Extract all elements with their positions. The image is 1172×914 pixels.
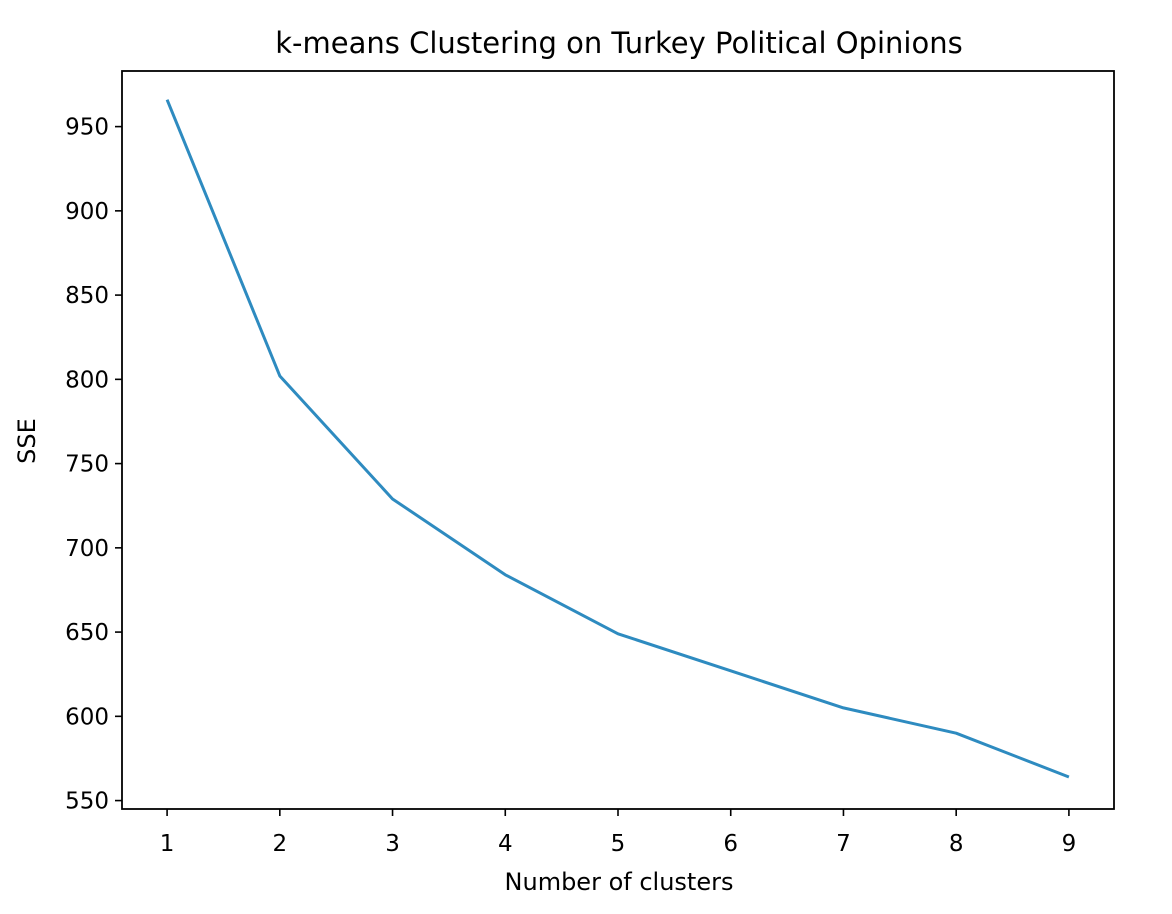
y-tick-label: 900 <box>65 199 109 225</box>
plot-frame <box>121 70 1115 810</box>
x-axis-label: Number of clusters <box>505 868 734 896</box>
y-tick-label: 700 <box>65 536 109 562</box>
x-tick-label: 5 <box>611 831 626 857</box>
x-tick-label: 9 <box>1062 831 1077 857</box>
y-tick-label: 650 <box>65 620 109 646</box>
x-tick-label: 8 <box>949 831 964 857</box>
sse-series-line <box>165 99 1070 779</box>
y-tick-label: 800 <box>65 367 109 393</box>
y-tick-label: 550 <box>65 789 109 815</box>
x-tick-label: 4 <box>498 831 513 857</box>
x-tick-label: 1 <box>160 831 175 857</box>
y-tick-label: 950 <box>65 115 109 141</box>
y-axis-ticks: 550 600 650 700 750 800 850 900 950 <box>65 115 122 815</box>
y-axis-label: SSE <box>13 418 41 464</box>
x-tick-label: 3 <box>385 831 400 857</box>
y-tick-label: 850 <box>65 283 109 309</box>
x-axis-ticks: 1 2 3 4 5 6 7 8 9 <box>160 809 1076 857</box>
y-tick-label: 750 <box>65 452 109 478</box>
x-tick-label: 7 <box>836 831 851 857</box>
y-tick-label: 600 <box>65 704 109 730</box>
chart-title: k-means Clustering on Turkey Political O… <box>275 26 962 60</box>
x-tick-label: 2 <box>272 831 287 857</box>
x-tick-label: 6 <box>723 831 738 857</box>
